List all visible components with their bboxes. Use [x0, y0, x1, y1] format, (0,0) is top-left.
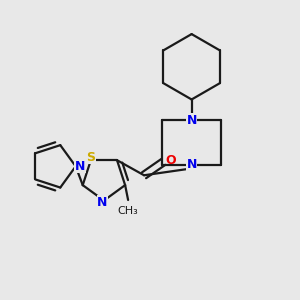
Text: N: N — [186, 158, 197, 171]
Text: CH₃: CH₃ — [118, 206, 139, 216]
Text: S: S — [86, 151, 95, 164]
Text: N: N — [97, 196, 108, 208]
Text: O: O — [166, 154, 176, 167]
Text: N: N — [186, 114, 197, 127]
Text: N: N — [75, 160, 85, 173]
